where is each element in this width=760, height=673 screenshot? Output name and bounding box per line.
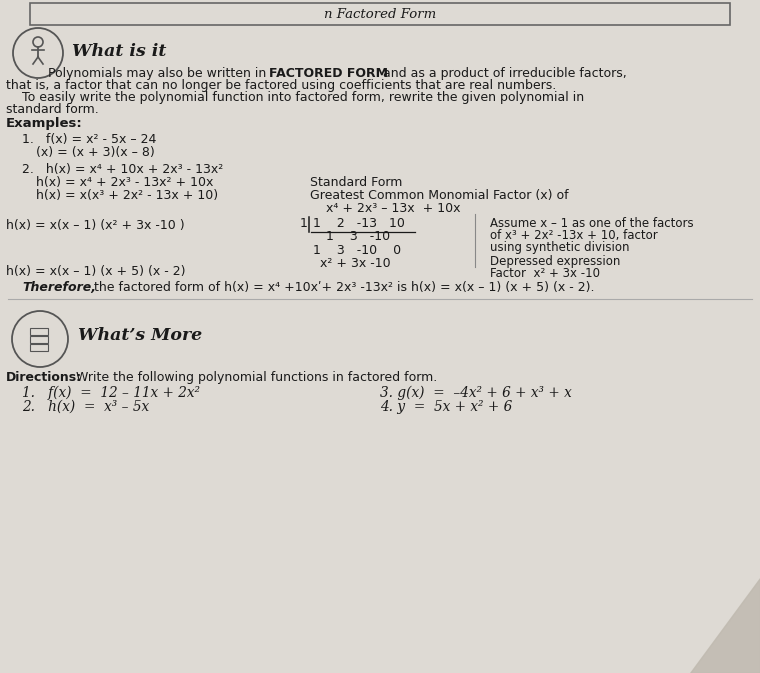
Text: 2.   h(x) = x⁴ + 10x + 2x³ - 13x²: 2. h(x) = x⁴ + 10x + 2x³ - 13x² (22, 163, 223, 176)
Text: the factored form of h(x) = x⁴ +10xʹ+ 2x³ -13x² is h(x) = x(x – 1) (x + 5) (x - : the factored form of h(x) = x⁴ +10xʹ+ 2x… (90, 281, 594, 294)
Text: Greatest Common Monomial Factor (x) of: Greatest Common Monomial Factor (x) of (310, 189, 568, 202)
Text: FACTORED FORM: FACTORED FORM (269, 67, 388, 80)
Text: h(x) = x⁴ + 2x³ - 13x² + 10x: h(x) = x⁴ + 2x³ - 13x² + 10x (36, 176, 214, 189)
Text: h(x) = x(x – 1) (x² + 3x -10 ): h(x) = x(x – 1) (x² + 3x -10 ) (6, 219, 185, 232)
Text: 1: 1 (300, 217, 308, 230)
Text: Therefore,: Therefore, (22, 281, 96, 294)
Text: To easily write the polynomial function into factored form, rewrite the given po: To easily write the polynomial function … (22, 91, 584, 104)
Text: of x³ + 2x² -13x + 10, factor: of x³ + 2x² -13x + 10, factor (490, 229, 657, 242)
Text: What is it: What is it (72, 44, 166, 61)
Text: Directions:: Directions: (6, 371, 82, 384)
Text: h(x) = x(x³ + 2x² - 13x + 10): h(x) = x(x³ + 2x² - 13x + 10) (36, 189, 218, 202)
Text: 1.   f(x)  =  12 – 11x + 2x²: 1. f(x) = 12 – 11x + 2x² (22, 386, 200, 400)
Polygon shape (690, 578, 760, 673)
Text: 1    2   -13   10: 1 2 -13 10 (313, 217, 405, 230)
Text: 3. g(x)  =  –4x² + 6 + x³ + x: 3. g(x) = –4x² + 6 + x³ + x (380, 386, 572, 400)
Text: h(x) = x(x – 1) (x + 5) (x - 2): h(x) = x(x – 1) (x + 5) (x - 2) (6, 265, 185, 278)
Bar (30, 344, 48, 351)
Text: and as a product of irreducible factors,: and as a product of irreducible factors, (379, 67, 627, 80)
Text: What’s More: What’s More (78, 326, 202, 343)
Text: using synthetic division: using synthetic division (490, 241, 629, 254)
Text: Write the following polynomial functions in factored form.: Write the following polynomial functions… (72, 371, 437, 384)
Bar (30, 336, 48, 343)
Text: 1    3   -10: 1 3 -10 (326, 230, 390, 243)
Text: Depressed expression: Depressed expression (490, 255, 620, 268)
Text: Factor  x² + 3x -10: Factor x² + 3x -10 (490, 267, 600, 280)
Text: x² + 3x -10: x² + 3x -10 (320, 257, 391, 270)
Text: that is, a factor that can no longer be factored using coefficients that are rea: that is, a factor that can no longer be … (6, 79, 556, 92)
Bar (30, 3, 730, 25)
Text: 1    3   -10    0: 1 3 -10 0 (313, 244, 401, 257)
Text: Assume x – 1 as one of the factors: Assume x – 1 as one of the factors (490, 217, 694, 230)
Text: 1.   f(x) = x² - 5x – 24: 1. f(x) = x² - 5x – 24 (22, 133, 157, 146)
Text: n Factored Form: n Factored Form (324, 7, 436, 20)
Text: 4. y  =  5x + x² + 6: 4. y = 5x + x² + 6 (380, 400, 512, 414)
Text: standard form.: standard form. (6, 103, 99, 116)
Text: Polynomials may also be written in: Polynomials may also be written in (48, 67, 271, 80)
Text: x⁴ + 2x³ – 13x  + 10x: x⁴ + 2x³ – 13x + 10x (326, 202, 461, 215)
Text: 2.   h(x)  =  x³ – 5x: 2. h(x) = x³ – 5x (22, 400, 149, 414)
Text: (x) = (x + 3)(x – 8): (x) = (x + 3)(x – 8) (36, 146, 155, 159)
Text: Standard Form: Standard Form (310, 176, 402, 189)
Text: Examples:: Examples: (6, 117, 83, 130)
Bar (30, 328, 48, 335)
